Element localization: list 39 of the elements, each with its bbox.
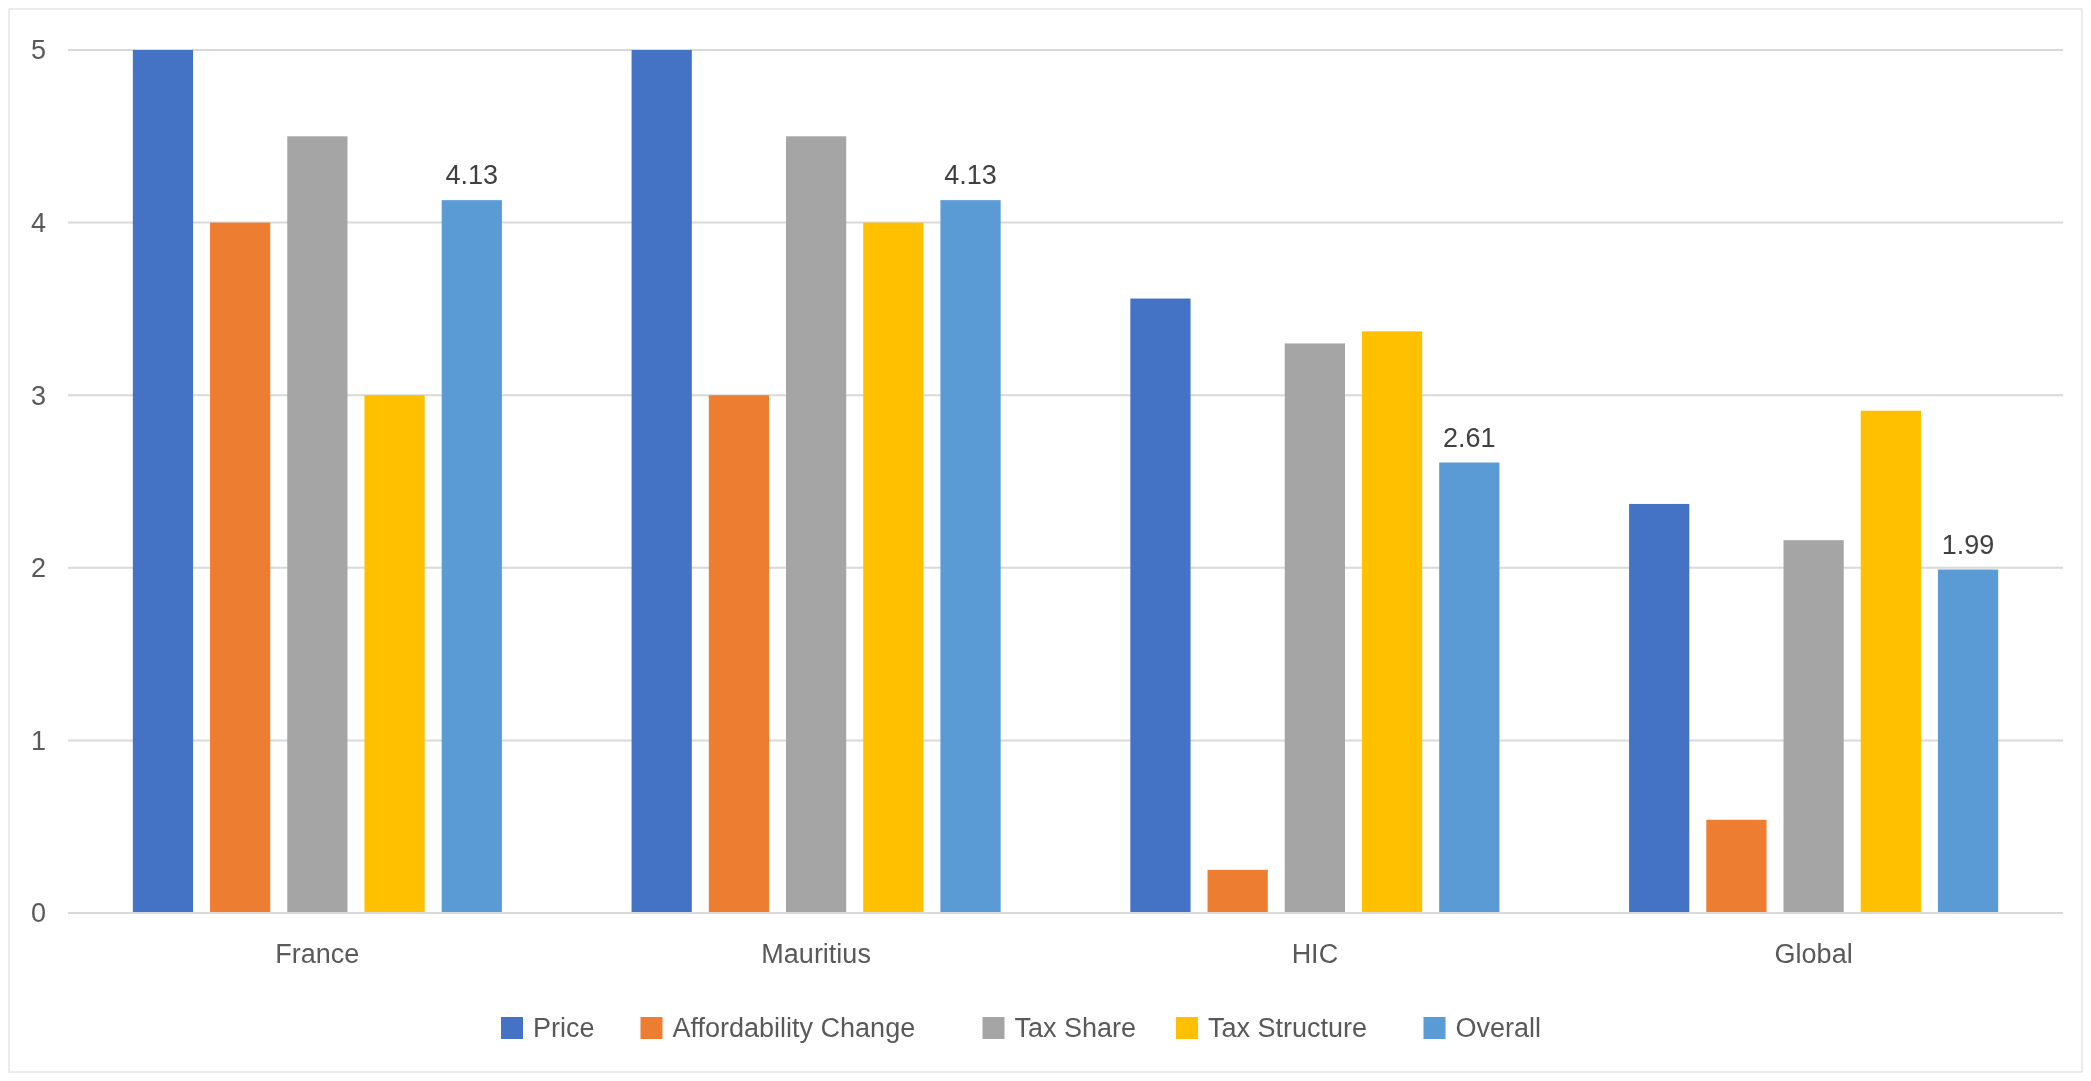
bar xyxy=(1937,569,1999,913)
y-tick-label: 5 xyxy=(30,35,46,66)
y-tick-label: 1 xyxy=(30,725,46,756)
bar xyxy=(1130,298,1191,913)
bar xyxy=(1207,869,1268,913)
y-tick-label: 4 xyxy=(30,208,46,239)
legend-label: Affordability Change xyxy=(672,1013,916,1044)
data-label: 2.61 xyxy=(1443,422,1496,453)
bar xyxy=(441,200,502,913)
y-tick-label: 3 xyxy=(30,380,46,411)
bar xyxy=(863,222,924,913)
legend-label: Price xyxy=(533,1013,595,1044)
bar xyxy=(786,136,847,913)
bar xyxy=(940,200,1001,913)
x-tick-label: HIC xyxy=(1291,939,1339,969)
bar xyxy=(1284,343,1345,913)
x-tick-label: Mauritius xyxy=(761,939,871,969)
data-label: 4.13 xyxy=(944,160,997,191)
x-tick-label: Global xyxy=(1774,939,1853,969)
bar xyxy=(1629,503,1690,913)
x-tick-label: France xyxy=(275,939,360,969)
bar xyxy=(1706,819,1767,913)
bar xyxy=(1361,331,1423,913)
y-tick-label: 0 xyxy=(30,898,46,929)
bar xyxy=(132,50,194,913)
bar xyxy=(1860,410,1921,913)
bar xyxy=(364,395,425,913)
legend-label: Tax Structure xyxy=(1208,1013,1368,1044)
bar xyxy=(1439,462,1500,913)
bar xyxy=(287,136,348,913)
bar xyxy=(708,395,770,913)
legend-label: Overall xyxy=(1455,1013,1542,1044)
data-label: 1.99 xyxy=(1941,529,1995,560)
y-tick-label: 2 xyxy=(30,553,46,584)
legend-label: Tax Share xyxy=(1014,1013,1137,1044)
bar xyxy=(210,222,271,913)
data-label: 4.13 xyxy=(445,160,499,191)
bar xyxy=(1783,540,1844,913)
bar xyxy=(631,50,692,913)
